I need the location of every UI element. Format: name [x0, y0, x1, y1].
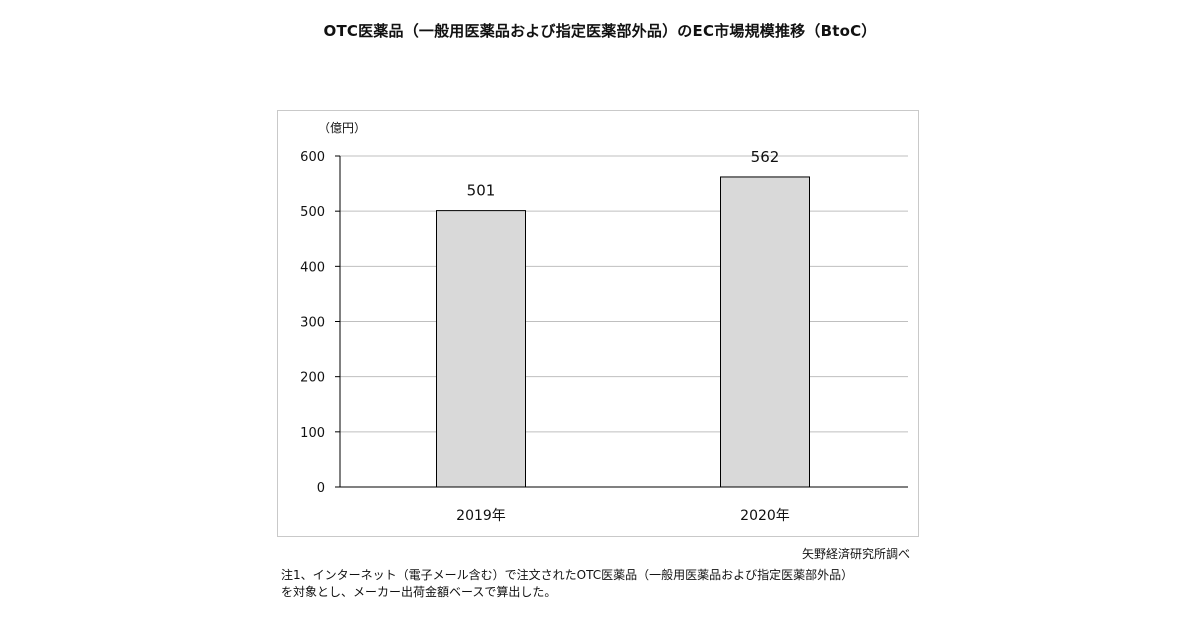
- bar: [436, 210, 526, 488]
- data-label: 562: [751, 148, 780, 166]
- bar: [720, 176, 810, 488]
- note-line-2: を対象とし、メーカー出荷金額ベースで算出した。: [281, 585, 557, 599]
- y-tick-label: 600: [300, 150, 325, 165]
- y-tick-label: 300: [300, 316, 325, 331]
- note-line-1: 注1、インターネット（電子メール含む）で注文されたOTC医薬品（一般用医薬品およ…: [281, 568, 854, 582]
- y-tick-label: 200: [300, 371, 325, 386]
- notes: 注1、インターネット（電子メール含む）で注文されたOTC医薬品（一般用医薬品およ…: [281, 567, 853, 601]
- data-label: 501: [467, 182, 496, 200]
- y-tick-label: 500: [300, 205, 325, 220]
- y-tick-label: 0: [317, 481, 325, 496]
- y-tick-label: 100: [300, 426, 325, 441]
- x-tick-label: 2020年: [740, 508, 790, 524]
- y-tick-label: 400: [300, 260, 325, 275]
- chart-title: OTC医薬品（一般用医薬品および指定医薬部外品）のEC市場規模推移（BtoC）: [323, 22, 877, 40]
- chart-frame: [277, 110, 919, 537]
- x-tick-label: 2019年: [456, 508, 506, 524]
- source-text: 矢野経済研究所調べ: [801, 547, 910, 561]
- y-unit-label: （億円）: [318, 121, 366, 135]
